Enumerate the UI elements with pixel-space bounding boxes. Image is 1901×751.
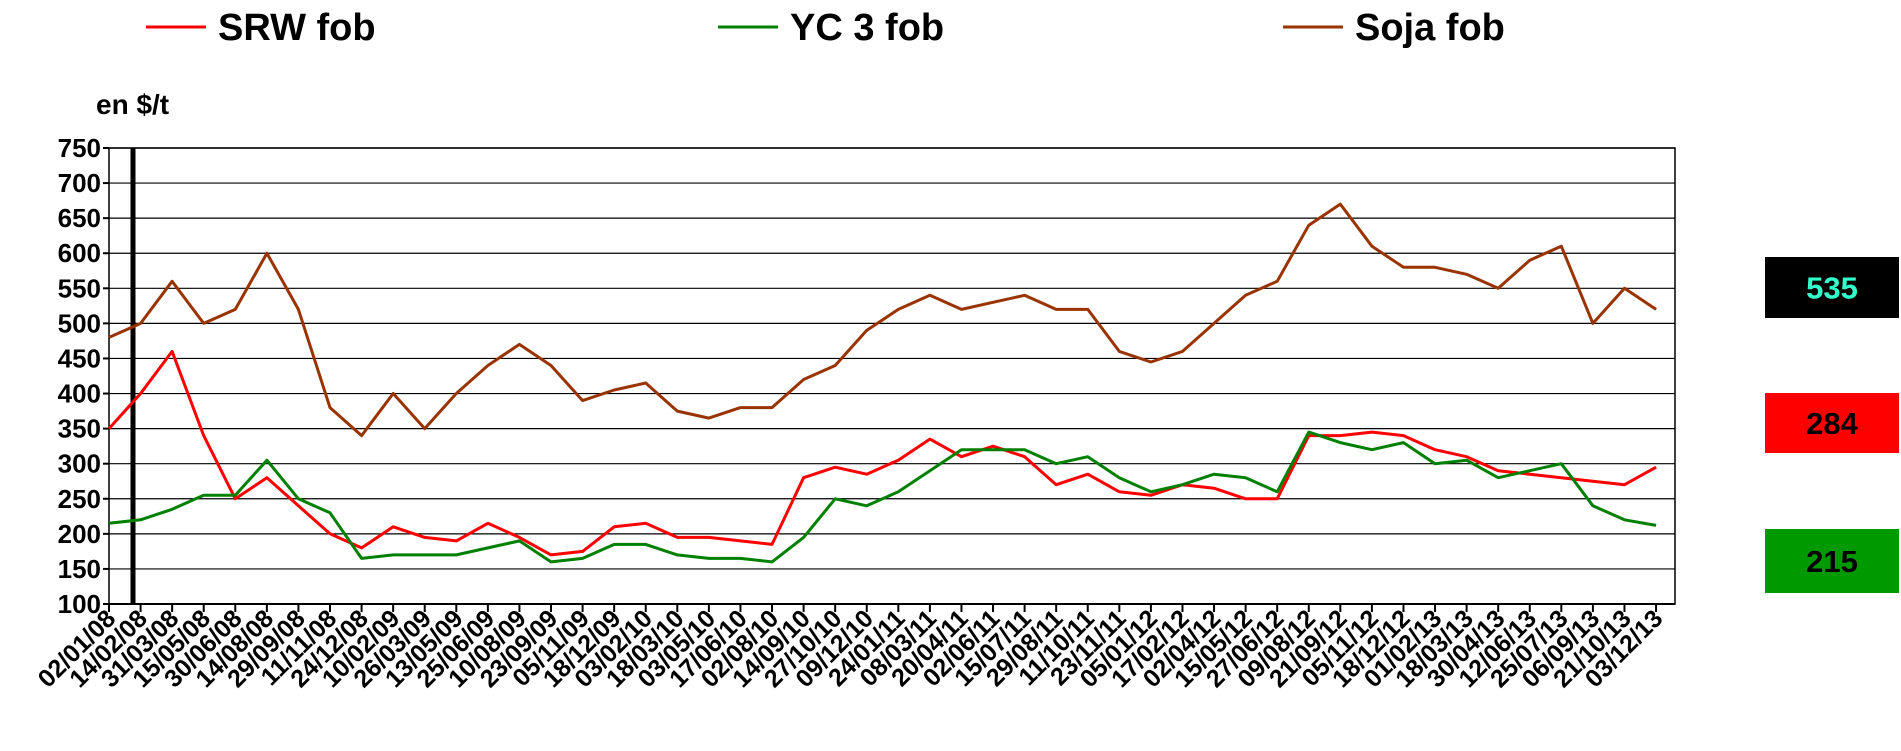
legend-label: Soja fob	[1355, 7, 1505, 49]
series-line	[108, 430, 1657, 564]
y-tick-label: 250	[58, 484, 101, 514]
value-box	[1765, 393, 1899, 453]
series-line	[107, 349, 1657, 557]
value-box-label: 215	[1806, 544, 1858, 579]
y-tick-label: 100	[58, 589, 101, 619]
legend-label: YC 3 fob	[790, 7, 944, 49]
series-line	[108, 202, 1657, 438]
y-axis-label: en $/t	[96, 89, 169, 120]
plot-frame	[108, 147, 1676, 605]
y-tick-label: 600	[58, 238, 101, 268]
value-box-label: 535	[1806, 271, 1858, 306]
y-tick-label: 350	[58, 414, 101, 444]
value-box	[1765, 529, 1899, 593]
y-tick-label: 650	[58, 203, 101, 233]
y-tick-label: 300	[58, 449, 101, 479]
y-tick-label: 400	[58, 379, 101, 409]
y-tick-label: 550	[58, 273, 101, 303]
value-box-label: 284	[1806, 406, 1858, 441]
y-tick-label: 200	[58, 519, 101, 549]
y-tick-label: 150	[58, 554, 101, 584]
legend-label: SRW fob	[218, 7, 376, 49]
y-tick-label: 700	[58, 168, 101, 198]
y-tick-label: 450	[58, 343, 101, 373]
y-tick-label: 750	[58, 133, 101, 163]
y-tick-label: 500	[58, 308, 101, 338]
value-box	[1765, 257, 1899, 318]
